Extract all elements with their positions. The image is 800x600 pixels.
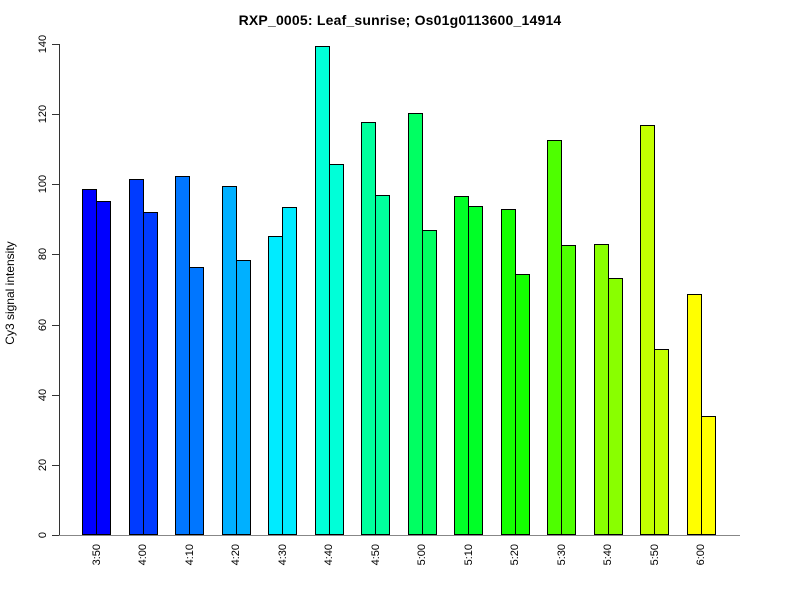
y-tick-label: 0 (37, 531, 49, 539)
bar (547, 140, 562, 535)
bar (640, 125, 655, 535)
y-tick-mark (52, 395, 59, 396)
x-tick-label: 5:30 (556, 544, 568, 566)
bar (282, 207, 297, 535)
bar (515, 274, 530, 535)
x-tick-label: 4:30 (277, 544, 289, 566)
bar (408, 113, 423, 535)
x-tick-label: 6:00 (695, 544, 707, 566)
bar (96, 201, 111, 535)
bar (329, 164, 344, 535)
y-tick-label: 80 (37, 247, 49, 261)
bar (175, 176, 190, 535)
bar (222, 186, 237, 535)
bar (561, 245, 576, 535)
x-tick-label: 5:00 (416, 544, 428, 566)
bar (236, 260, 251, 535)
bar (468, 206, 483, 535)
y-tick-mark (52, 44, 59, 45)
bar (608, 278, 623, 535)
bar (361, 122, 376, 535)
bar (422, 230, 437, 535)
bar (687, 294, 702, 535)
bar (189, 267, 204, 535)
y-axis-line (59, 44, 60, 536)
y-tick-mark (52, 114, 59, 115)
x-tick-label: 5:10 (463, 544, 475, 566)
bar (129, 179, 144, 535)
chart-title: RXP_0005: Leaf_sunrise; Os01g0113600_149… (238, 12, 562, 28)
bar (701, 416, 716, 535)
x-tick-label: 4:50 (370, 544, 382, 566)
y-tick-mark (52, 184, 59, 185)
y-tick-mark (52, 325, 59, 326)
bar (82, 189, 97, 535)
y-tick-label: 120 (37, 104, 49, 124)
y-tick-mark (52, 535, 59, 536)
y-tick-label: 20 (37, 458, 49, 472)
bar (143, 212, 158, 535)
x-tick-label: 4:00 (137, 544, 149, 566)
bar (375, 195, 390, 535)
x-tick-label: 5:20 (509, 544, 521, 566)
x-tick-label: 5:40 (602, 544, 614, 566)
bar (454, 196, 469, 535)
y-tick-mark (52, 465, 59, 466)
y-tick-label: 40 (37, 388, 49, 402)
y-tick-label: 140 (37, 34, 49, 54)
y-axis-label: Cy3 signal intensity (3, 241, 17, 345)
x-axis-baseline (59, 535, 740, 536)
y-tick-label: 60 (37, 318, 49, 332)
bar (501, 209, 516, 535)
y-tick-mark (52, 254, 59, 255)
bar (315, 46, 330, 535)
bar (268, 236, 283, 535)
x-tick-label: 4:20 (230, 544, 242, 566)
bar (654, 349, 669, 535)
y-tick-label: 100 (37, 174, 49, 194)
bar (594, 244, 609, 535)
x-tick-label: 5:50 (649, 544, 661, 566)
x-tick-label: 3:50 (91, 544, 103, 566)
x-tick-label: 4:40 (323, 544, 335, 566)
x-tick-label: 4:10 (184, 544, 196, 566)
